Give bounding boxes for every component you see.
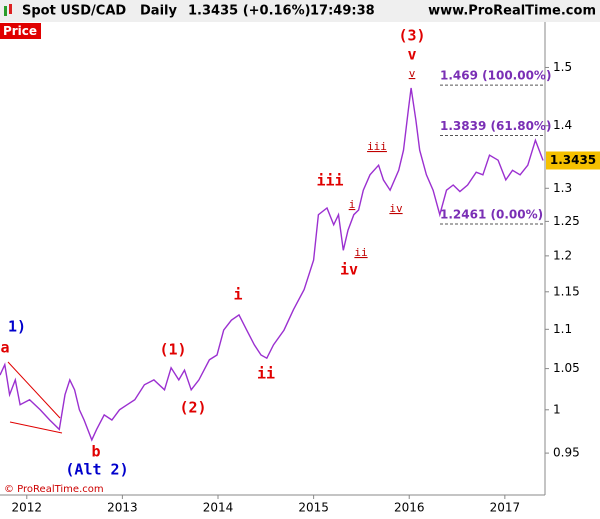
wave-label: (1) <box>159 341 186 359</box>
wave-label: a <box>0 339 9 357</box>
x-tick-label: 2013 <box>107 501 138 515</box>
wave-label: iv <box>389 202 403 215</box>
y-tick-label: 0.95 <box>553 446 580 460</box>
header-bar <box>0 0 600 22</box>
y-tick-label: 1.1 <box>553 322 572 336</box>
panel-label-box <box>0 23 41 39</box>
y-tick-label: 1.2 <box>553 248 572 262</box>
trend-line <box>9 421 63 434</box>
wave-label: iv <box>340 261 358 279</box>
fib-label: 1.2461 (0.00%) <box>440 208 543 222</box>
x-tick-label: 2014 <box>203 501 234 515</box>
quote: 1.3435 (+0.16%) <box>188 4 311 19</box>
x-tick-label: 2017 <box>490 501 521 515</box>
x-tick-label: 2012 <box>11 501 42 515</box>
trend-line <box>7 361 61 419</box>
icon <box>4 6 7 16</box>
y-tick-label: 1.15 <box>553 284 580 298</box>
symbol: Spot USD/CAD <box>22 4 126 19</box>
wave-label: v <box>407 46 416 64</box>
last-price-box <box>546 151 600 170</box>
wave-label: (3) <box>398 27 425 45</box>
y-tick-label: 1.05 <box>553 361 580 375</box>
x-tick-label: 2016 <box>394 501 425 515</box>
y-tick-label: 1.25 <box>553 214 580 228</box>
wave-label: iii <box>367 140 387 153</box>
panel-label: Price <box>3 24 37 38</box>
wave-label: t 1) <box>0 318 26 336</box>
fib-label: 1.3839 (61.80%) <box>440 119 551 133</box>
time: 17:49:38 <box>310 4 375 19</box>
last-price: 1.3435 <box>550 153 596 167</box>
wave-label: iii <box>316 172 343 190</box>
wave-label: ii <box>257 365 275 383</box>
wave-label: (Alt 2) <box>65 461 128 479</box>
wave-label: v <box>409 67 416 80</box>
y-tick-label: 1.5 <box>553 60 572 74</box>
wave-label: i <box>233 286 242 304</box>
y-tick-label: 1.4 <box>553 118 572 132</box>
y-tick-label: 1.3 <box>553 181 572 195</box>
period: Daily <box>140 4 177 19</box>
wave-label: (2) <box>179 399 206 417</box>
icon <box>9 4 12 14</box>
wave-label: i <box>349 198 356 211</box>
x-tick-label: 2015 <box>298 501 329 515</box>
wave-label: ii <box>354 246 367 259</box>
copyright: © ProRealTime.com <box>4 484 104 495</box>
wave-label: b <box>91 443 100 461</box>
fib-label: 1.469 (100.00%) <box>440 69 551 83</box>
y-tick-label: 1 <box>553 402 561 416</box>
site: www.ProRealTime.com <box>428 4 596 19</box>
price-line <box>0 87 544 442</box>
